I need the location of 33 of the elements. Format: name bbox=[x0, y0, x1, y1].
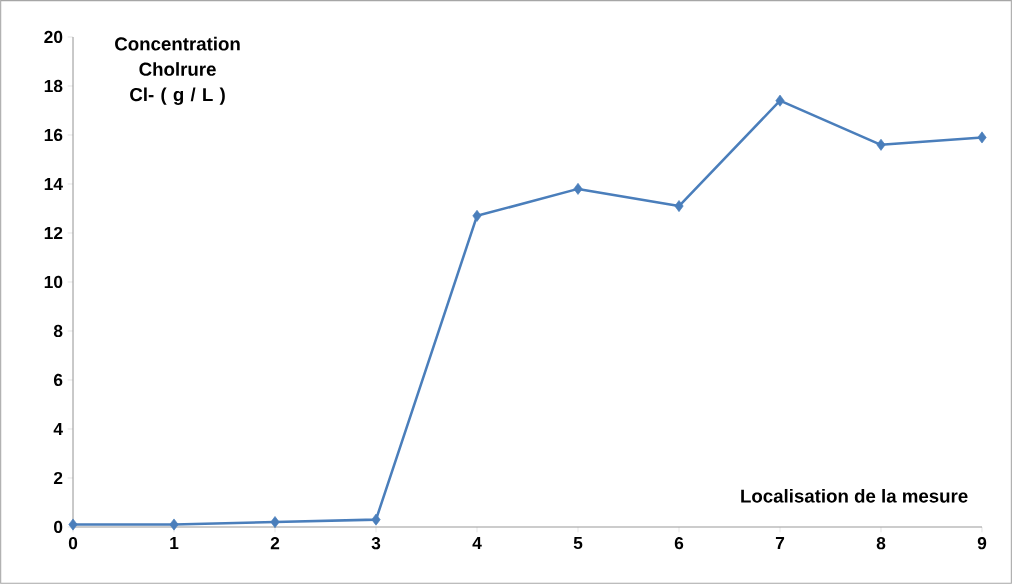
point bbox=[68, 518, 78, 531]
y-tick-label: 20 bbox=[44, 30, 63, 44]
x-axis-title: Localisation de la mesure bbox=[741, 488, 968, 503]
point bbox=[573, 182, 583, 195]
y-tick-label: 18 bbox=[44, 79, 63, 93]
point bbox=[674, 200, 684, 212]
point bbox=[270, 516, 280, 529]
y-tick-label: 10 bbox=[44, 275, 63, 289]
y-tick-label: 6 bbox=[53, 373, 63, 387]
x-tick-label: 7 bbox=[775, 537, 785, 549]
x-tick-label: 3 bbox=[371, 537, 381, 550]
y-tick-label: 16 bbox=[44, 128, 63, 142]
point bbox=[876, 138, 886, 151]
y-tick-label: 4 bbox=[53, 423, 63, 435]
point bbox=[371, 513, 381, 526]
x-tick-label: 6 bbox=[674, 537, 684, 550]
y-tick-label: 14 bbox=[44, 178, 63, 190]
point bbox=[775, 94, 785, 107]
y-tick-label: 8 bbox=[53, 324, 63, 338]
point bbox=[472, 209, 482, 222]
y-tick-label: 2 bbox=[53, 471, 63, 485]
x-tick-label: 2 bbox=[270, 537, 280, 550]
x-tick-label: 1 bbox=[170, 537, 179, 549]
point bbox=[169, 518, 179, 531]
x-tick-label: 5 bbox=[573, 537, 583, 550]
x-tick-label: 8 bbox=[876, 537, 886, 550]
y-tick-label: 12 bbox=[44, 226, 63, 240]
y-axis-title: Concentration Cholrure Cl- ( g / L ) bbox=[115, 36, 240, 105]
point bbox=[977, 131, 987, 144]
x-tick-label: 0 bbox=[68, 537, 78, 550]
x-tick-label: 4 bbox=[472, 537, 482, 549]
x-tick-label: 9 bbox=[977, 537, 987, 550]
y-tick-label: 0 bbox=[54, 520, 63, 534]
